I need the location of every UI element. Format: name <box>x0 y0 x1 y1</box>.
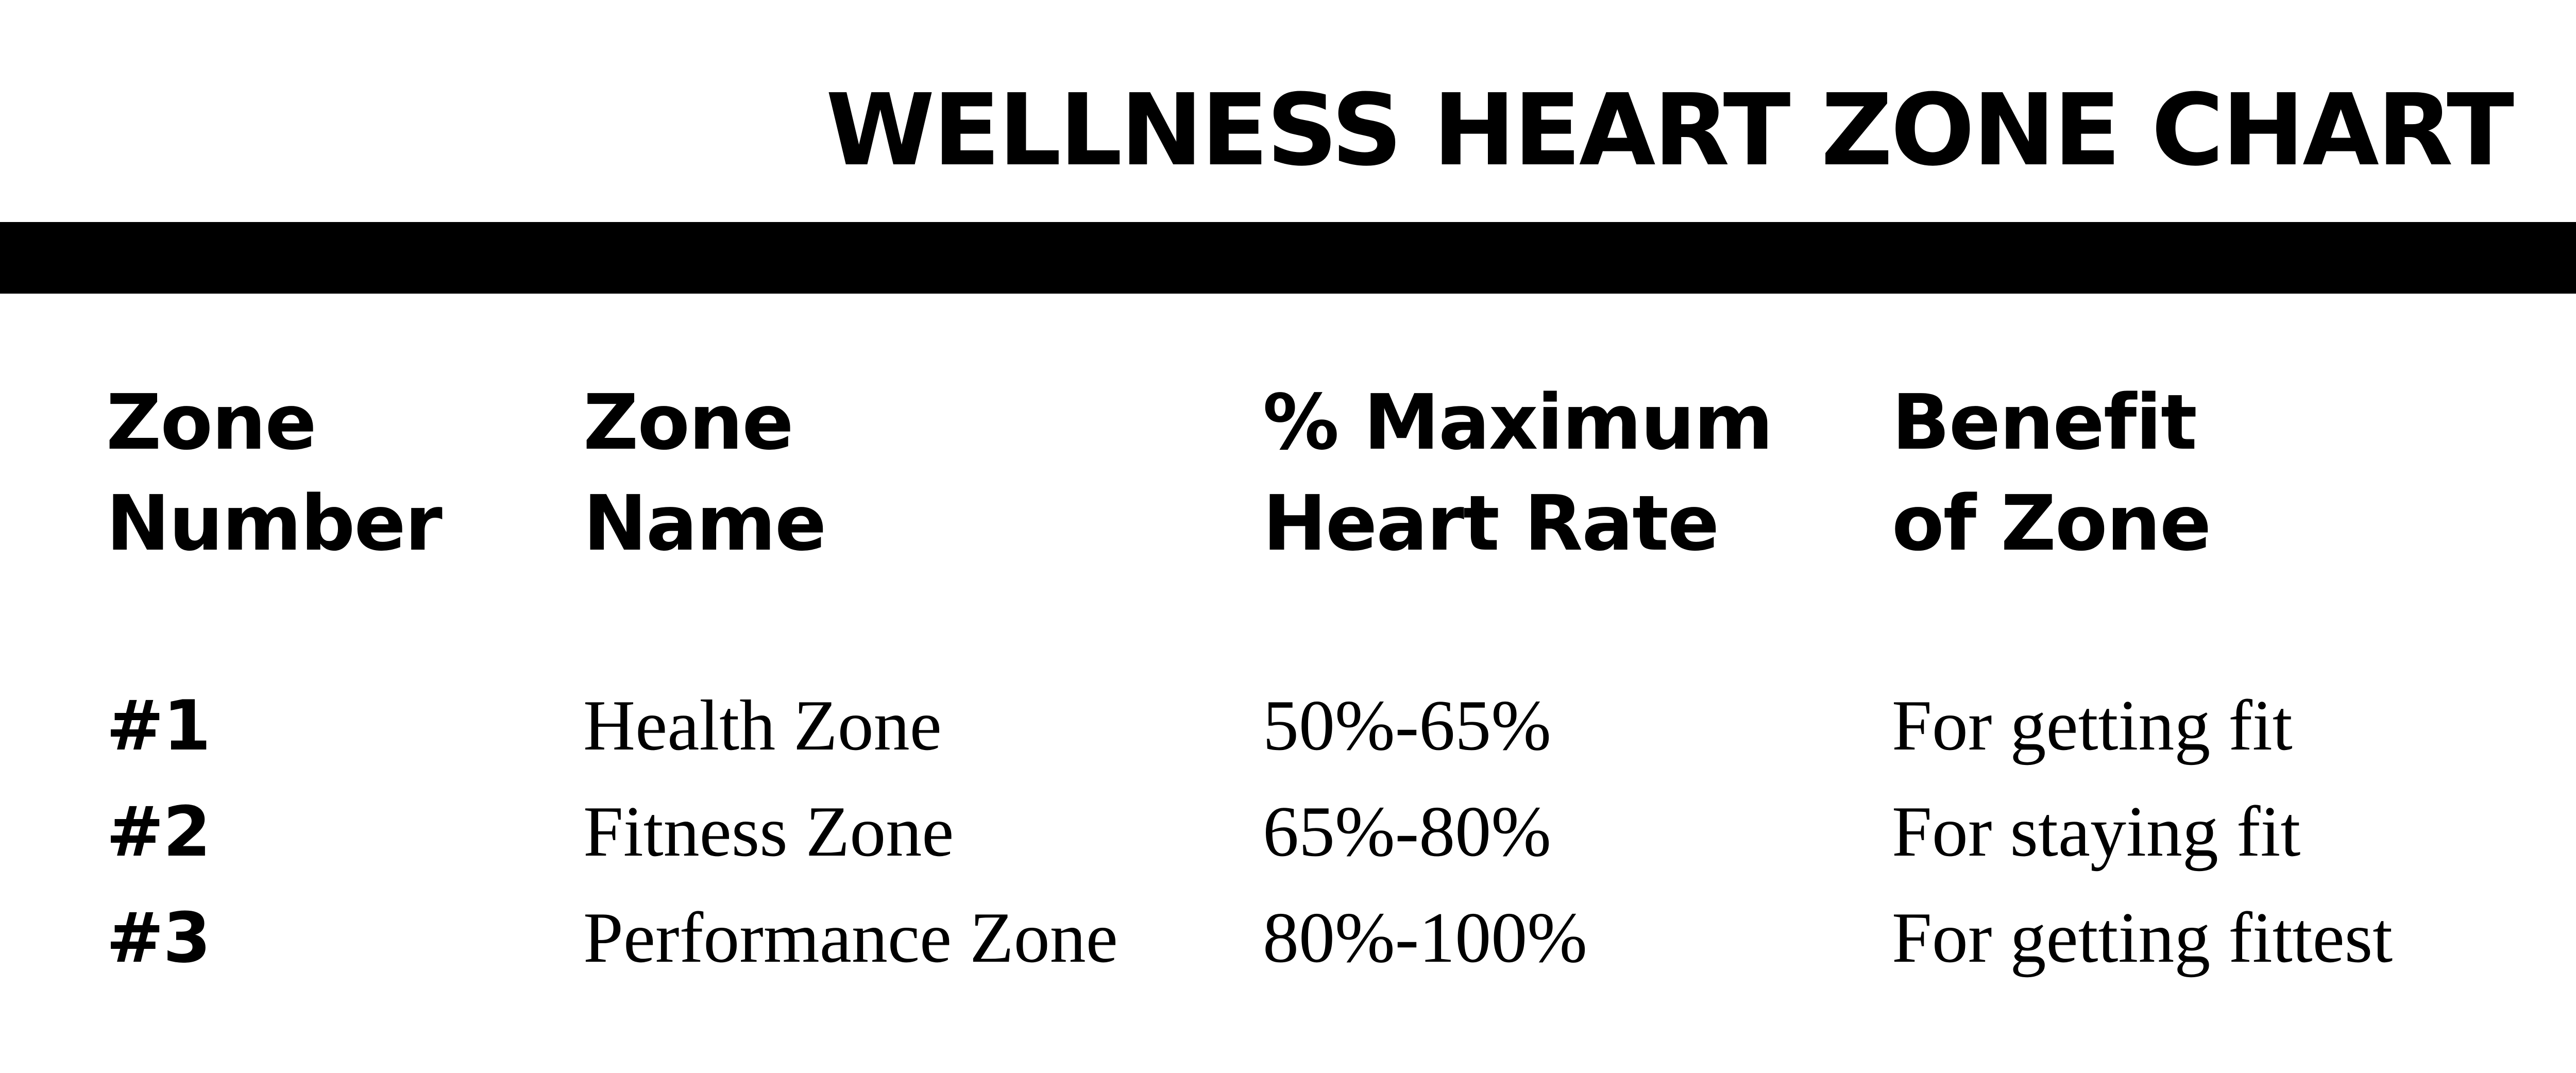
cell-max-heart-rate: 65%-80% <box>1263 792 1551 872</box>
heart-zone-table: Zone Number Zone Name % Maximum Heart Ra… <box>106 372 2393 991</box>
cell-zone-name: Health Zone <box>583 686 942 765</box>
column-header-line: Heart Rate <box>1263 479 1719 568</box>
cell-zone-number: #3 <box>106 898 211 978</box>
column-header-benefit: Benefit of Zone <box>1892 372 2393 574</box>
cell-max-heart-rate: 80%-100% <box>1263 898 1587 978</box>
column-header-line: % Maximum <box>1263 378 1773 467</box>
column-header-zone-number: Zone Number <box>106 372 583 574</box>
column-header-line: Number <box>106 479 443 568</box>
column-header-line: Zone <box>106 378 317 467</box>
page-title: WELLNESS HEART ZONE CHART <box>825 73 2514 188</box>
cell-max-heart-rate: 50%-65% <box>1263 686 1551 765</box>
column-header-line: Name <box>583 479 826 568</box>
cell-benefit: For getting fittest <box>1892 898 2393 978</box>
cell-zone-name: Fitness Zone <box>583 792 954 872</box>
cell-benefit: For getting fit <box>1892 686 2293 765</box>
column-header-line: Zone <box>583 378 794 467</box>
cell-benefit: For staying fit <box>1892 792 2301 872</box>
column-header-zone-name: Zone Name <box>583 372 1263 574</box>
cell-zone-number: #2 <box>106 792 211 872</box>
header-body-spacer <box>106 574 2393 673</box>
column-header-line: Benefit <box>1892 378 2197 467</box>
column-header-line: of Zone <box>1892 479 2211 568</box>
cell-zone-number: #1 <box>106 686 211 766</box>
column-header-max-heart-rate: % Maximum Heart Rate <box>1263 372 1892 574</box>
cell-zone-name: Performance Zone <box>583 898 1118 978</box>
divider-bar <box>0 222 2576 294</box>
